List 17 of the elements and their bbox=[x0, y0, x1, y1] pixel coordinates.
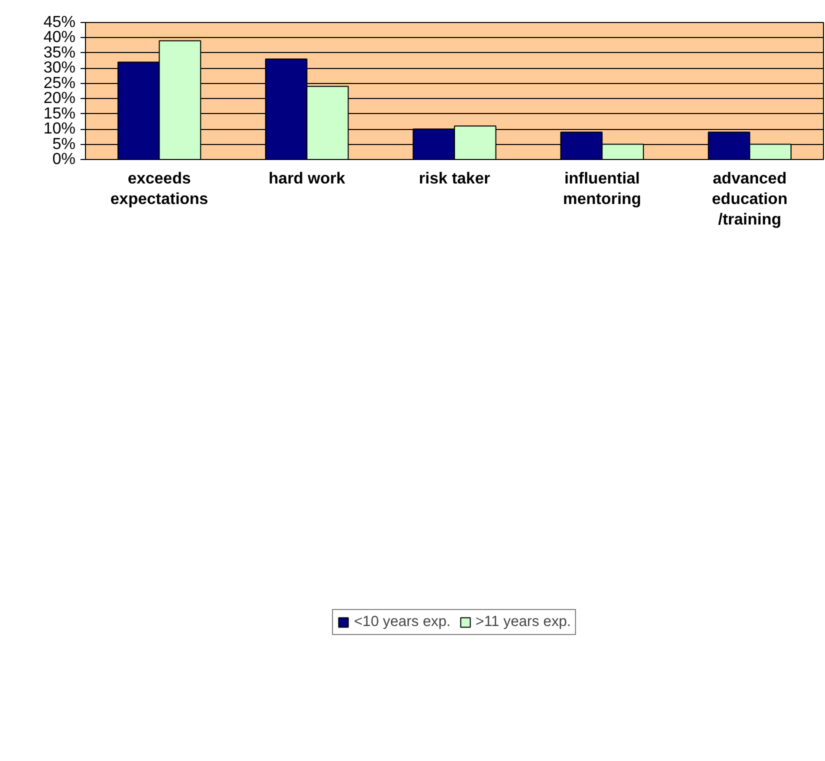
y-tick-label: 45% bbox=[43, 14, 76, 31]
y-tick-label: 15% bbox=[43, 105, 76, 122]
y-tick-label: 35% bbox=[43, 44, 76, 62]
x-tick-label: advanced education /training bbox=[712, 170, 788, 228]
y-tick-label: 30% bbox=[43, 60, 76, 77]
y-tick-label: 0% bbox=[52, 151, 76, 168]
x-tick-label: influential mentoring bbox=[562, 170, 642, 208]
x-tick-label: hard work bbox=[268, 170, 346, 188]
y-tick-label: 25% bbox=[43, 74, 76, 92]
x-tick-label: exceeds expectations bbox=[110, 170, 208, 208]
y-tick-label: 40% bbox=[43, 29, 76, 46]
x-tick-label: risk taker bbox=[418, 170, 490, 188]
y-tick-label: 10% bbox=[43, 120, 76, 138]
legend-label: >11 years exp. bbox=[476, 614, 572, 630]
y-tick-label: 20% bbox=[43, 90, 76, 108]
y-tick-label: 5% bbox=[52, 136, 76, 153]
legend-label: <10 years exp. bbox=[354, 614, 451, 630]
